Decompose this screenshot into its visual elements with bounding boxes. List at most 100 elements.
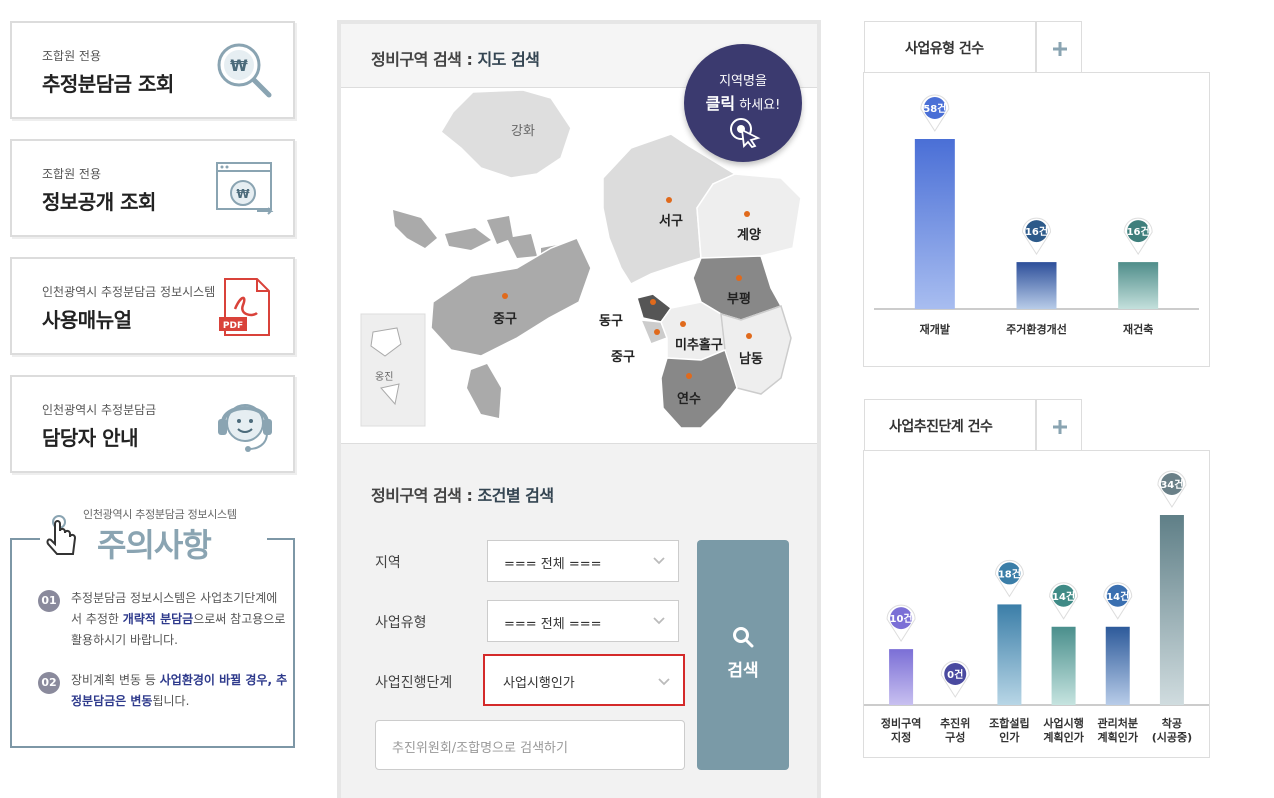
map-label-seo[interactable]: 서구 bbox=[659, 214, 683, 229]
notice-subtitle: 인천광역시 추정분담금 정보시스템 bbox=[83, 508, 237, 521]
card-title: 정보공개 조회 bbox=[42, 190, 156, 214]
chart-value-label: 34건 bbox=[1160, 478, 1183, 491]
notice-heading: 인천광역시 추정분담금 정보시스템 주의사항 bbox=[45, 506, 265, 566]
chart-value-pin: 0건 bbox=[940, 660, 970, 698]
map-label-michuhol[interactable]: 미추홀구 bbox=[675, 338, 723, 353]
card-info-disclosure[interactable]: 조합원 전용 정보공개 조회 ₩ bbox=[10, 139, 295, 237]
chart-bar[interactable] bbox=[914, 139, 955, 309]
chart-category-label: 관리처분 bbox=[1098, 716, 1138, 730]
map-label-yeonsu[interactable]: 연수 bbox=[677, 392, 701, 407]
chart-bar[interactable] bbox=[1051, 626, 1076, 705]
region-label: 지역 bbox=[375, 555, 401, 571]
chevron-down-icon bbox=[658, 678, 670, 686]
search-icon bbox=[733, 627, 754, 648]
condition-search-title: 정비구역 검색 : 조건별 검색 bbox=[371, 486, 554, 505]
svg-text:PDF: PDF bbox=[223, 321, 243, 331]
island bbox=[507, 234, 537, 258]
project-type-select[interactable]: === 전체 === bbox=[487, 600, 679, 642]
chevron-down-icon bbox=[653, 557, 665, 565]
svg-text:₩: ₩ bbox=[236, 187, 250, 201]
notice-number: 02 bbox=[38, 672, 60, 694]
search-button[interactable]: 검색 bbox=[697, 540, 789, 770]
chart-value-label: 14건 bbox=[1106, 590, 1129, 603]
chart-category-label: (시공중) bbox=[1152, 731, 1192, 744]
project-stage-select[interactable]: 사업시행인가 bbox=[483, 654, 685, 706]
chart-value-pin: 10건 bbox=[886, 604, 916, 643]
card-title: 추정분담금 조회 bbox=[42, 72, 174, 96]
more-button[interactable] bbox=[1036, 21, 1082, 73]
notice-title: 주의사항 bbox=[97, 526, 212, 564]
incheon-map bbox=[360, 89, 802, 429]
svg-text:₩: ₩ bbox=[230, 56, 248, 75]
search-panel: 정비구역 검색 : 지도 검색 bbox=[337, 20, 821, 798]
tab-project-type[interactable]: 사업유형 건수 bbox=[864, 21, 1036, 73]
chart-bar[interactable] bbox=[997, 604, 1022, 705]
chart-value-pin: 58건 bbox=[920, 94, 950, 132]
card-sub: 조합원 전용 bbox=[42, 167, 102, 181]
chart-category-label: 재건축 bbox=[1123, 322, 1153, 336]
plus-icon bbox=[1053, 42, 1067, 56]
map-label-ongjin[interactable]: 옹진 bbox=[375, 372, 394, 383]
chart-value-pin: 14건 bbox=[1103, 582, 1133, 620]
more-button[interactable] bbox=[1036, 399, 1082, 451]
map-label-ganghwa[interactable]: 강화 bbox=[511, 124, 535, 139]
chart-project-stage: 10건 정비구역 지정 0건 추진위 구성 18건 조합설립 인가 14건 사업시행 계획인가 14건 관… bbox=[863, 450, 1210, 758]
island bbox=[393, 210, 437, 248]
island bbox=[445, 228, 491, 250]
plus-icon bbox=[1053, 420, 1067, 434]
region-yeonsu[interactable] bbox=[660, 348, 738, 429]
chart-bar[interactable] bbox=[889, 649, 914, 705]
map-label-jung[interactable]: 중구 bbox=[611, 350, 635, 365]
card-title: 사용매뉴얼 bbox=[42, 308, 132, 332]
card-contact-guide[interactable]: 인천광역시 추정분담금 담당자 안내 bbox=[10, 375, 295, 473]
chart-category-label: 추진위 bbox=[940, 716, 970, 730]
chart-category-label: 계획인가 bbox=[1098, 730, 1138, 744]
chart-bar[interactable] bbox=[1159, 515, 1184, 705]
chart-value-pin: 18건 bbox=[994, 559, 1024, 598]
chart-value-label: 18건 bbox=[998, 567, 1021, 580]
map-label-jung-yeongjong[interactable]: 중구 bbox=[493, 312, 517, 327]
chevron-down-icon bbox=[653, 617, 665, 625]
chart-value-label: 10건 bbox=[890, 612, 913, 625]
chart-category-label: 계획인가 bbox=[1043, 730, 1083, 744]
chart-category-label: 재개발 bbox=[920, 322, 950, 336]
map-label-namdong[interactable]: 남동 bbox=[739, 352, 763, 367]
type-label: 사업유형 bbox=[375, 615, 427, 631]
tab-project-stage[interactable]: 사업추진단계 건수 bbox=[864, 399, 1036, 451]
chart-value-label: 16건 bbox=[1025, 225, 1048, 238]
chart-value-pin: 16건 bbox=[1021, 217, 1052, 256]
map-label-bupyeong[interactable]: 부평 bbox=[727, 292, 751, 307]
chart-project-type: 58건 재개발 16건 주거환경개선 16건 재건축 bbox=[863, 72, 1210, 367]
association-search-input[interactable]: 추진위원회/조합명으로 검색하기 bbox=[375, 720, 685, 770]
region-jung-yeongjong[interactable] bbox=[430, 237, 592, 357]
map-search-title: 정비구역 검색 : 지도 검색 bbox=[371, 50, 540, 69]
region-ganghwa[interactable] bbox=[440, 89, 572, 179]
hint-line2: 클릭 하세요! bbox=[705, 94, 781, 113]
chart-bar[interactable] bbox=[1118, 262, 1159, 309]
card-fee-lookup[interactable]: 조합원 전용 추정분담금 조회 ₩ bbox=[10, 21, 295, 119]
card-user-manual[interactable]: 인천광역시 추정분담금 정보시스템 사용매뉴얼 PDF bbox=[10, 257, 295, 355]
map-label-dong[interactable]: 동구 bbox=[599, 314, 623, 329]
region-select[interactable]: === 전체 === bbox=[487, 540, 679, 582]
won-search-icon: ₩ bbox=[217, 43, 272, 98]
notice-box: 01 추정분담금 정보시스템은 사업초기단계에서 추정한 개략적 분담금으로써 … bbox=[10, 538, 295, 748]
pdf-icon: PDF bbox=[219, 278, 270, 336]
notice-item: 01 추정분담금 정보시스템은 사업초기단계에서 추정한 개략적 분담금으로써 … bbox=[38, 588, 288, 651]
chart-category-label: 지정 bbox=[891, 730, 911, 744]
chart-value-pin: 14건 bbox=[1049, 582, 1079, 620]
chart-category-label: 인가 bbox=[999, 730, 1019, 744]
chart-category-label: 정비구역 bbox=[881, 716, 921, 730]
chart-value-pin: 16건 bbox=[1123, 217, 1153, 256]
map-label-gyeyang[interactable]: 계양 bbox=[737, 228, 761, 243]
card-title: 담당자 안내 bbox=[42, 426, 138, 450]
cursor-click-icon bbox=[730, 118, 761, 148]
card-sub: 인천광역시 추정분담금 정보시스템 bbox=[42, 285, 216, 299]
won-browser-icon: ₩ bbox=[216, 162, 274, 215]
headset-icon bbox=[218, 404, 272, 452]
island bbox=[467, 364, 501, 418]
notice-number: 01 bbox=[38, 590, 60, 612]
hint-line1: 지역명을 bbox=[719, 74, 767, 89]
chart-bar[interactable] bbox=[1016, 262, 1057, 309]
chart-bar[interactable] bbox=[1105, 626, 1130, 705]
